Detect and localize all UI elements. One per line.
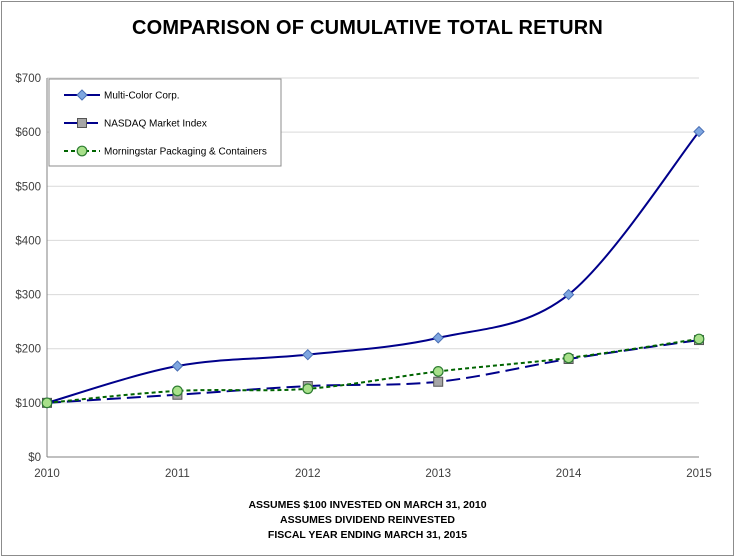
data-point: [562, 288, 575, 301]
footnote-investment: ASSUMES $100 INVESTED ON MARCH 31, 2010: [248, 499, 487, 511]
legend-label: Morningstar Packaging & Containers: [104, 147, 267, 158]
series-lines: [41, 125, 705, 409]
data-point: [693, 333, 705, 345]
data-point: [432, 366, 444, 377]
legend-swatch-marker: [76, 89, 88, 101]
x-tick-label: 2011: [165, 468, 190, 480]
x-tick-label: 2012: [295, 468, 321, 480]
legend-label: NASDAQ Market Index: [104, 119, 207, 130]
legend-label: Multi-Color Corp.: [104, 91, 180, 102]
footnote-fiscal-year: FISCAL YEAR ENDING MARCH 31, 2015: [267, 529, 468, 541]
y-tick-label: $500: [15, 181, 41, 193]
x-tick-label: 2015: [686, 468, 712, 480]
chart-title: COMPARISON OF CUMULATIVE TOTAL RETURN: [131, 17, 604, 39]
legend-swatch-marker: [76, 145, 88, 157]
legend: Multi-Color Corp. NASDAQ Market Index Morn…: [48, 78, 282, 167]
footnotes: ASSUMES $100 INVESTED ON MARCH 31, 2010 …: [0, 498, 735, 543]
y-tick-label: $400: [15, 235, 41, 247]
series-line: [46, 337, 700, 404]
data-point: [171, 360, 184, 372]
x-tick-label: 2010: [34, 468, 60, 480]
data-point: [302, 383, 314, 395]
data-point: [41, 397, 53, 409]
data-point: [433, 376, 444, 387]
data-point: [302, 348, 314, 361]
y-tick-label: $600: [15, 127, 41, 139]
series-line: [46, 339, 700, 404]
y-tick-label: $0: [28, 452, 41, 464]
y-tick-label: $200: [15, 344, 41, 356]
data-point: [693, 125, 705, 138]
x-tick-label: 2014: [556, 468, 582, 480]
legend-swatch-marker: [77, 118, 87, 128]
axes: $0 $100 $200 $300 $400 $500 $600 $700 2010 2011 20…: [15, 73, 711, 480]
x-tick-label: 2013: [425, 468, 451, 480]
data-point: [171, 385, 183, 397]
footnote-dividend: ASSUMES DIVIDEND REINVESTED: [279, 514, 456, 526]
series-line: [46, 130, 700, 404]
data-point: [563, 352, 574, 364]
y-tick-label: $100: [15, 398, 41, 410]
data-point: [432, 332, 444, 344]
y-tick-label: $700: [15, 73, 41, 85]
y-tick-label: $300: [15, 290, 41, 302]
